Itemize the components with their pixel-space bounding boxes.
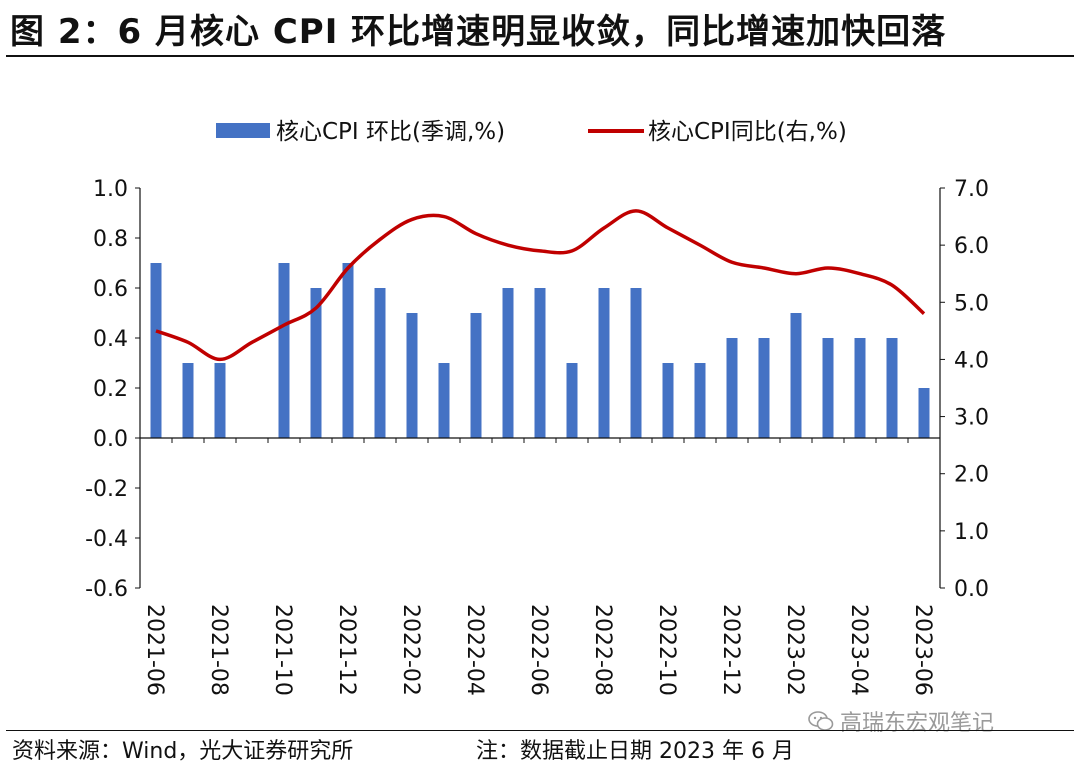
legend-bar-swatch (216, 123, 270, 138)
legend: 核心CPI 环比(季调,%) 核心CPI同比(右,%) (216, 119, 847, 145)
bar-series (150, 263, 930, 438)
right-axis-ticks: 7.0 6.0 5.0 4.0 3.0 2.0 1.0 0.0 (940, 177, 989, 602)
x-tick-label: 2022-10 (654, 604, 679, 696)
watermark-text: 高瑞东宏观笔记 (840, 711, 995, 736)
x-tick-label: 2021-08 (206, 604, 231, 696)
bar-2023-04 (854, 338, 866, 438)
left-tick-label: 0.8 (93, 227, 128, 252)
right-tick-label: 2.0 (954, 463, 989, 488)
bar-2022-09 (630, 288, 642, 438)
x-tick-label: 2023-04 (846, 604, 871, 696)
x-tick-label: 2022-04 (462, 604, 487, 696)
left-tick-label: 0.4 (93, 327, 128, 352)
left-tick-label: -0.6 (85, 577, 128, 602)
x-tick-label: 2022-02 (398, 604, 423, 696)
left-tick-label: 1.0 (93, 177, 128, 202)
left-tick-label: 0.2 (93, 377, 128, 402)
wechat-icon (808, 711, 834, 731)
bar-2023-01 (758, 338, 770, 438)
bar-2022-11 (694, 363, 706, 438)
bar-2021-12 (342, 263, 354, 438)
x-tick-label: 2021-12 (334, 604, 359, 696)
bar-2022-04 (470, 313, 482, 438)
x-tick-label: 2021-10 (270, 604, 295, 696)
legend-label-mom: 核心CPI 环比(季调,%) (276, 119, 505, 145)
note-text: 注：数据截止日期 2023 年 6 月 (476, 739, 794, 764)
yoy-line (155, 209, 926, 362)
left-tick-label: -0.4 (85, 527, 128, 552)
x-tick-label: 2021-06 (142, 604, 167, 696)
x-tick-label: 2022-12 (718, 604, 743, 696)
x-tick-label: 2023-06 (910, 604, 935, 696)
legend-label-yoy: 核心CPI同比(右,%) (648, 119, 847, 145)
bar-2022-03 (438, 363, 450, 438)
bar-2022-07 (566, 363, 578, 438)
chart-title: 图 2：6 月核心 CPI 环比增速明显收敛，同比增速加快回落 (10, 12, 947, 52)
right-tick-label: 7.0 (954, 177, 989, 202)
right-tick-label: 4.0 (954, 348, 989, 373)
right-tick-label: 5.0 (954, 291, 989, 316)
left-tick-label: 0.6 (93, 277, 128, 302)
x-tick-label: 2022-08 (590, 604, 615, 696)
bar-2023-03 (822, 338, 834, 438)
left-tick-label: -0.2 (85, 477, 128, 502)
right-tick-label: 0.0 (954, 577, 989, 602)
right-tick-label: 3.0 (954, 406, 989, 431)
x-axis-ticks: 2021-06 2021-08 2021-10 2021-12 2022-02 2022-… (142, 604, 935, 696)
bar-2023-05 (886, 338, 898, 438)
bar-2022-08 (598, 288, 610, 438)
chart-area: 核心CPI 环比(季调,%) 核心CPI同比(右,%) 1.0 0.8 0.6 0.4… (85, 119, 989, 696)
right-tick-label: 6.0 (954, 234, 989, 259)
bar-2021-08 (214, 363, 226, 438)
bar-2023-02 (790, 313, 802, 438)
bar-2022-01 (374, 288, 386, 438)
right-tick-label: 1.0 (954, 520, 989, 545)
title-divider (6, 55, 1074, 57)
bar-2022-05 (502, 288, 514, 438)
bar-2021-10 (278, 263, 290, 438)
source-text: 资料来源：Wind，光大证券研究所 (12, 739, 354, 764)
bar-2021-11 (310, 288, 322, 438)
bar-2022-02 (406, 313, 418, 438)
watermark: 高瑞东宏观笔记 (808, 705, 994, 737)
footer-divider (6, 730, 1074, 731)
bar-2022-12 (726, 338, 738, 438)
bar-2022-06 (534, 288, 546, 438)
left-tick-label: 0.0 (93, 427, 128, 452)
bar-2023-06 (918, 388, 930, 438)
bar-2021-06 (150, 263, 162, 438)
x-tick-label: 2022-06 (526, 604, 551, 696)
x-tick-label: 2023-02 (782, 604, 807, 696)
left-axis-ticks: 1.0 0.8 0.6 0.4 0.2 0.0 -0.2 -0.4 -0.6 (85, 177, 140, 602)
bar-2022-10 (662, 363, 674, 438)
bar-2021-07 (182, 363, 194, 438)
